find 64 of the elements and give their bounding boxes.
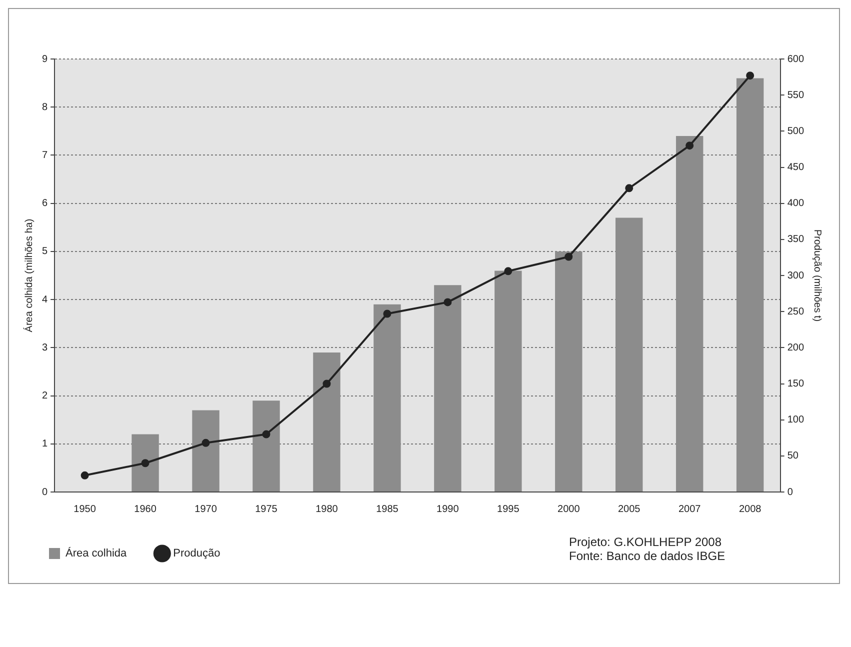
point [564, 252, 573, 261]
bar [252, 400, 280, 492]
y-tick-label: 4 [42, 294, 48, 306]
y-tick-label: 5 [42, 246, 48, 258]
y2-tick-label: 300 [787, 270, 804, 282]
x-tick-label: 2007 [678, 504, 702, 515]
x-tick-label: 1950 [74, 504, 96, 515]
y-tick-label: 9 [42, 54, 48, 65]
point [322, 380, 331, 388]
x-tick-label: 1990 [436, 504, 460, 515]
bar [736, 78, 764, 492]
y2-tick-label: 350 [787, 234, 804, 246]
y2-tick-label: 0 [787, 486, 794, 498]
y-tick-label: 6 [42, 198, 48, 210]
x-tick-label: 1975 [255, 504, 278, 515]
point [625, 184, 634, 192]
point [383, 310, 392, 318]
bar [434, 285, 462, 492]
point [444, 298, 452, 306]
y2-tick-label: 600 [787, 54, 804, 65]
bar [132, 434, 159, 492]
x-tick-label: 1985 [376, 504, 399, 515]
y-tick-label: 2 [42, 390, 48, 402]
y2-tick-label: 550 [787, 90, 804, 101]
y-axis-title: Área colhida (milhões ha) [22, 218, 35, 332]
y2-tick-label: 200 [787, 342, 804, 354]
point [686, 142, 694, 150]
point [141, 459, 150, 468]
bar [494, 270, 522, 492]
legend-label: Produção [173, 548, 220, 560]
y2-tick-label: 150 [787, 378, 804, 390]
y2-tick-label: 50 [787, 450, 799, 462]
y-tick-label: 3 [42, 342, 48, 354]
bar [192, 410, 220, 492]
source-note: Fonte: Banco de dados IBGE [569, 549, 726, 563]
x-tick-label: 1980 [316, 504, 338, 515]
legend-label: Área colhida [66, 546, 128, 560]
point [202, 438, 210, 447]
x-tick-label: 1970 [194, 504, 218, 515]
bar [555, 251, 582, 492]
x-tick-label: 2008 [738, 504, 762, 515]
x-tick-label: 1995 [497, 504, 520, 515]
x-tick-label: 1960 [134, 504, 157, 515]
y-tick-label: 1 [42, 438, 48, 450]
point [262, 430, 270, 438]
y-tick-label: 8 [42, 102, 48, 113]
point [80, 471, 89, 480]
y2-tick-label: 100 [787, 414, 804, 426]
bar [676, 136, 704, 492]
x-tick-label: 2005 [618, 504, 641, 515]
y2-tick-label: 450 [787, 162, 804, 173]
point [746, 72, 754, 80]
bar [313, 352, 340, 492]
y2-tick-label: 250 [787, 306, 804, 318]
bar [616, 218, 643, 492]
y2-tick-label: 400 [787, 198, 804, 210]
bar [374, 304, 401, 492]
y-tick-label: 0 [42, 486, 48, 498]
y2-axis-title: Produção (milhões t) [811, 229, 822, 322]
text: Projeto: G.KOHLHEPP 2008 [569, 535, 723, 549]
y2-tick-label: 500 [787, 126, 804, 137]
point [504, 267, 512, 276]
x-tick-label: 2000 [558, 504, 580, 515]
y-tick-label: 7 [42, 150, 48, 161]
